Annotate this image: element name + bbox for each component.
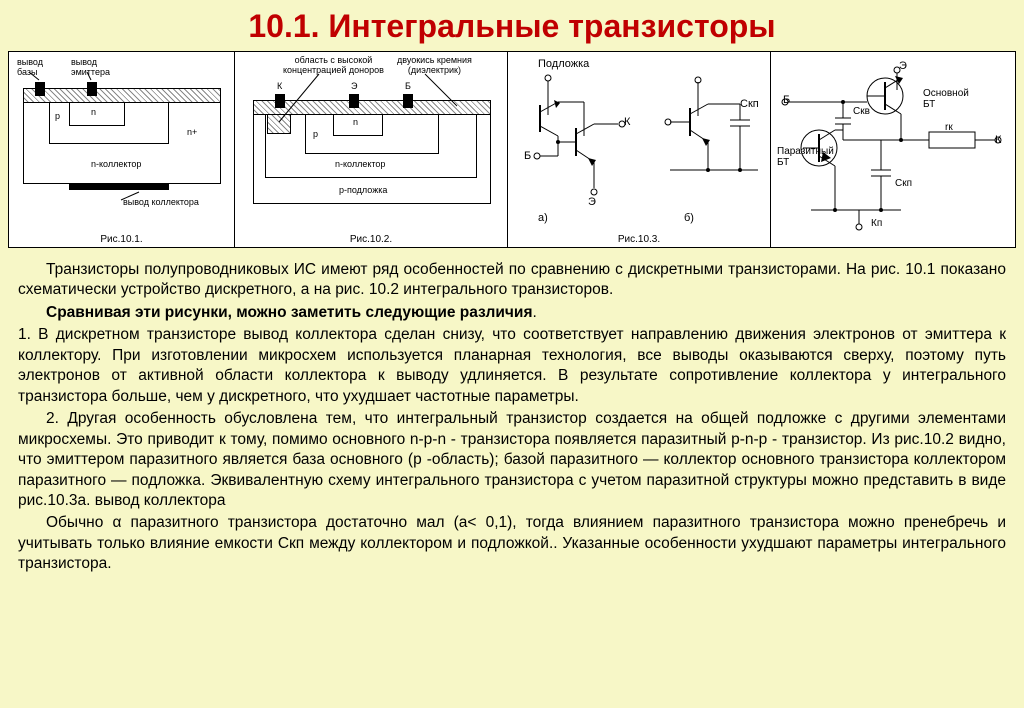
para-1: Транзисторы полупроводниковых ИС имеют р… <box>18 260 1006 301</box>
circuit-4-svg <box>771 52 1016 242</box>
figures-row: выводбазы выводэмиттера p n n+ n-коллект… <box>8 51 1016 248</box>
label-b: б) <box>684 212 694 224</box>
circuit-a-svg <box>518 70 648 220</box>
para-3: 1. В дискретном транзисторе вывод коллек… <box>18 325 1006 407</box>
figure-10-3: Подложка К Б Э а) <box>508 52 771 247</box>
figure-10-1: выводбазы выводэмиттера p n n+ n-коллект… <box>9 52 235 247</box>
circuit-b-svg <box>658 70 768 220</box>
label-substrate: Подложка <box>538 58 589 70</box>
para-2: Сравнивая эти рисунки, можно заметить сл… <box>18 303 1006 323</box>
para-2-tail: . <box>533 304 537 321</box>
label-Ckp: Cкп <box>740 98 759 110</box>
label-collector-lead: вывод коллектора <box>123 198 199 208</box>
para-4: 2. Другая особенность обусловлена тем, ч… <box>18 409 1006 511</box>
para-2-bold: Сравнивая эти рисунки, можно заметить сл… <box>46 304 533 321</box>
figure-10-4: Э Б К ОсновнойБТ ПаразитныйБТ Cкв rк Cкп… <box>771 52 1015 247</box>
body-text: Транзисторы полупроводниковых ИС имеют р… <box>0 248 1024 575</box>
label-Ea: Э <box>588 196 596 208</box>
label-Ka: К <box>624 116 630 128</box>
page-title: 10.1. Интегральные транзисторы <box>0 0 1024 51</box>
para-5: Обычно α паразитного транзистора достато… <box>18 513 1006 574</box>
figure-10-2: область с высокойконцентрацией доноров д… <box>235 52 508 247</box>
caption-10-2: Рис.10.2. <box>235 234 507 245</box>
label-Ba: Б <box>524 150 531 162</box>
caption-10-1: Рис.10.1. <box>9 234 234 245</box>
caption-10-3: Рис.10.3. <box>508 234 770 245</box>
label-a: а) <box>538 212 548 224</box>
